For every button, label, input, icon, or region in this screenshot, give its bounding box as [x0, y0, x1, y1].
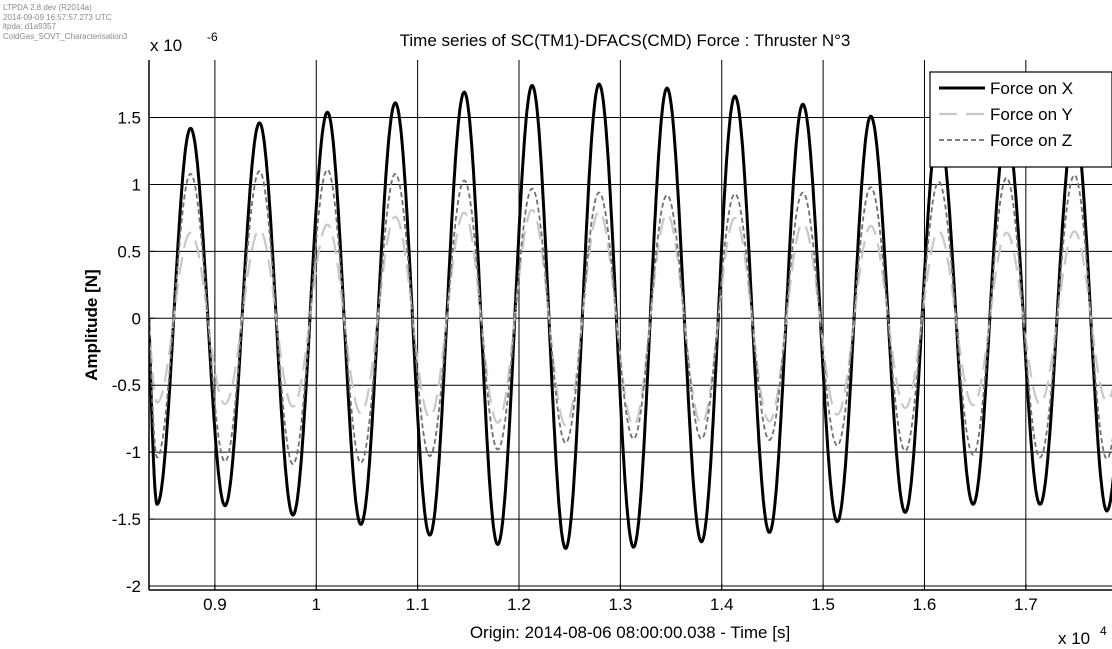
y-multiplier: x 10 [150, 36, 182, 55]
x-tick-label: 1.6 [913, 595, 937, 614]
legend-label: Force on Y [990, 105, 1073, 124]
meta-version: LTPDA 2.8.dev (R2014a) [3, 3, 92, 12]
figure-metadata: LTPDA 2.8.dev (R2014a) 2014-09-09 16:57:… [3, 3, 128, 41]
x-multiplier: x 10 [1058, 629, 1090, 648]
series-lines [149, 82, 1112, 550]
series-line-force-on-y [149, 208, 1112, 427]
x-multiplier-exponent: 4 [1100, 624, 1107, 638]
series-line-force-on-z [149, 168, 1112, 466]
y-tick-label: -0.5 [112, 376, 141, 395]
series-line-force-on-x [149, 82, 1112, 550]
y-tick-label: 0 [132, 309, 141, 328]
y-tick-labels: -2 -1.5 -1 -0.5 0 0.5 1 1.5 [112, 109, 141, 596]
meta-ltpda-hash: ltpda: d1a9357 [3, 22, 56, 31]
x-tick-label: 1.1 [406, 595, 430, 614]
x-tick-label: 1.3 [609, 595, 633, 614]
axes [148, 60, 1112, 591]
y-tick-label: -1.5 [112, 510, 141, 529]
legend: Force on X Force on Y Force on Z [929, 71, 1112, 168]
x-tick-labels: 0.9 1 1.1 1.2 1.3 1.4 1.5 1.6 1.7 [203, 595, 1038, 614]
y-tick-label: 1 [132, 175, 141, 194]
y-tick-label: 0.5 [117, 242, 141, 261]
x-tick-label: 1.7 [1014, 595, 1038, 614]
y-axis-label: Amplitude [N] [82, 269, 101, 380]
y-tick-label: -2 [126, 577, 141, 596]
meta-script-name: ColdGas_SOVT_Characterisation3 [3, 31, 128, 41]
y-tick-label: 1.5 [117, 109, 141, 128]
y-tick-label: -1 [126, 443, 141, 462]
x-tick-label: 1.4 [710, 595, 734, 614]
x-axis-label: Origin: 2014-08-06 08:00:00.038 - Time [… [470, 623, 790, 642]
x-tick-label: 1 [312, 595, 321, 614]
y-multiplier-exponent: -6 [207, 30, 218, 44]
meta-timestamp: 2014-09-09 16:57:57.273 UTC [3, 12, 112, 22]
chart-title: Time series of SC(TM1)-DFACS(CMD) Force … [400, 31, 851, 50]
x-tick-label: 1.2 [507, 595, 531, 614]
x-tick-label: 1.5 [811, 595, 835, 614]
x-tick-label: 0.9 [203, 595, 227, 614]
legend-label: Force on Z [990, 131, 1072, 150]
y-multiplier-base: x 10 [150, 36, 182, 55]
legend-label: Force on X [990, 79, 1073, 98]
